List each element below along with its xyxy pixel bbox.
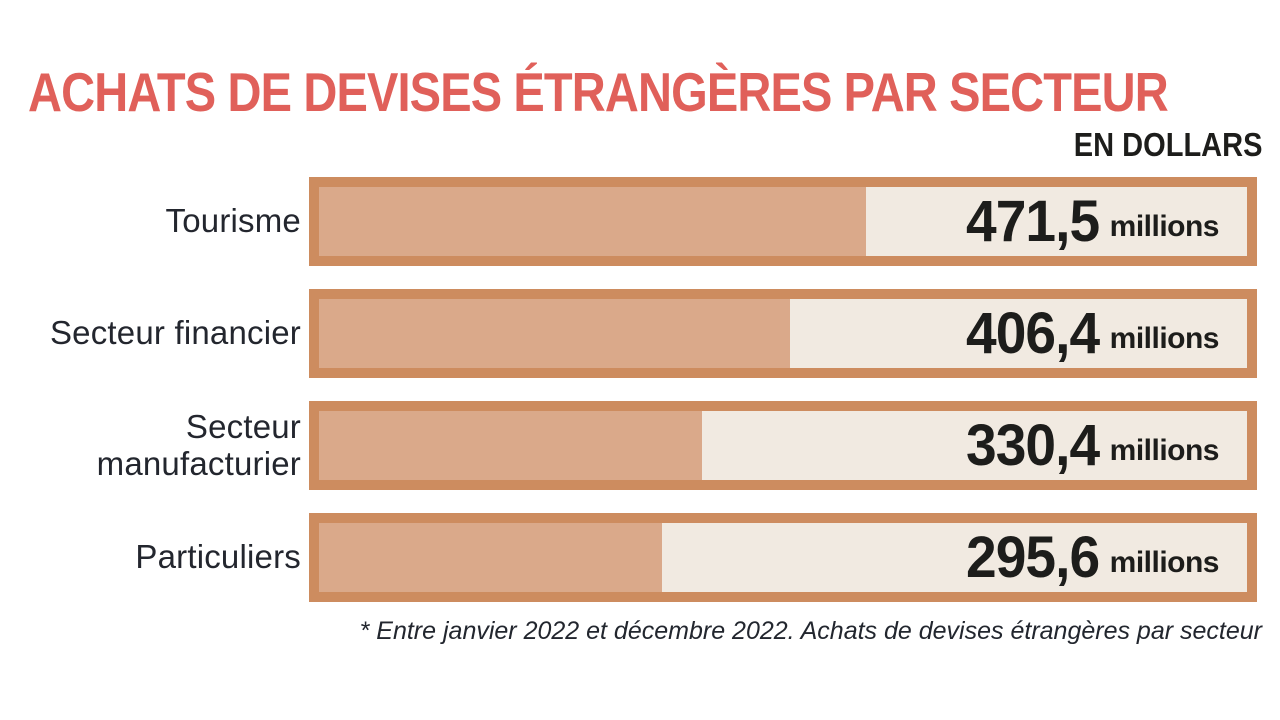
category-label: Tourisme (165, 202, 301, 240)
bar-row: Secteur manufacturier 330,4 millions (0, 401, 1280, 490)
value-number: 471,5 (966, 189, 1100, 254)
chart-subtitle: EN DOLLARS (1073, 126, 1262, 163)
category-label: Particuliers (135, 538, 301, 576)
chart-title: ACHATS DE DEVISES ÉTRANGÈRES PAR SECTEUR (28, 61, 1169, 123)
value-unit: millions (1109, 433, 1220, 467)
bar-row: Particuliers 295,6 millions (0, 513, 1280, 602)
value-number: 330,4 (966, 413, 1100, 478)
chart-footnote: * Entre janvier 2022 et décembre 2022. A… (359, 617, 1262, 645)
value-number: 406,4 (966, 301, 1100, 366)
bar-row: Tourisme 471,5 millions (0, 177, 1280, 266)
bar-value: 406,4 millions (959, 299, 1219, 368)
value-unit: millions (1109, 545, 1220, 579)
value-unit: millions (1109, 321, 1220, 355)
bar-value: 330,4 millions (959, 411, 1219, 480)
bar-value: 295,6 millions (959, 523, 1219, 592)
bar-chart: Tourisme 471,5 millions Secteur financie… (0, 177, 1280, 625)
bar-track: 471,5 millions (309, 177, 1257, 266)
bar-fill (319, 187, 866, 256)
category-label: Secteur financier (49, 314, 301, 352)
category-label: Secteur manufacturier (96, 407, 301, 482)
bar-fill (319, 523, 662, 592)
bar-row: Secteur financier 406,4 millions (0, 289, 1280, 378)
bar-fill (319, 299, 791, 368)
bar-track: 406,4 millions (309, 289, 1257, 378)
bar-fill (319, 411, 703, 480)
value-unit: millions (1109, 209, 1220, 243)
value-number: 295,6 (966, 525, 1100, 590)
bar-track: 330,4 millions (309, 401, 1257, 490)
bar-value: 471,5 millions (959, 187, 1219, 256)
bar-track: 295,6 millions (309, 513, 1257, 602)
